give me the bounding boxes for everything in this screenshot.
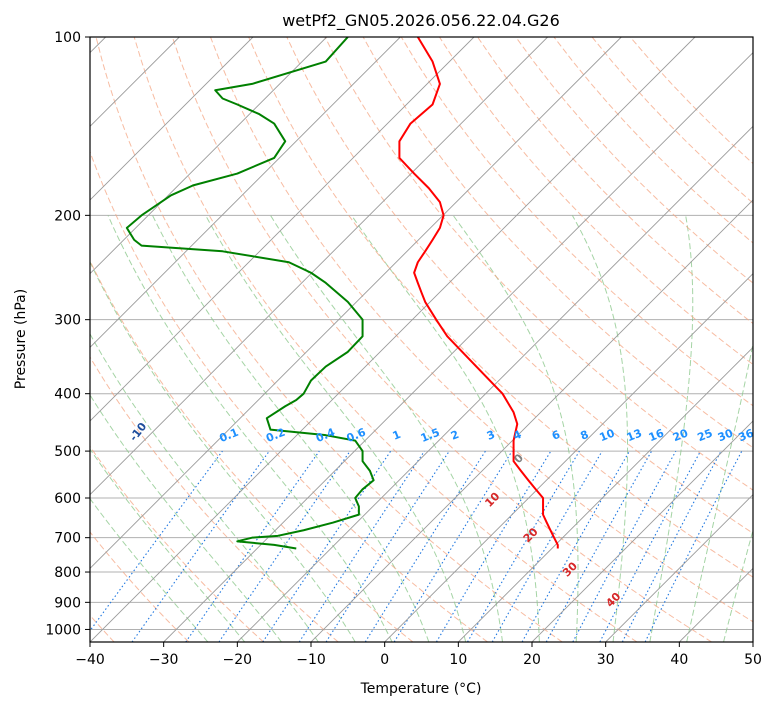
x-tick-label: 30 xyxy=(597,652,615,668)
x-tick-label: 20 xyxy=(523,652,541,668)
x-tick-label: 40 xyxy=(670,652,688,668)
y-tick-label: 500 xyxy=(54,444,81,460)
y-tick-label: 100 xyxy=(54,30,81,46)
x-tick-label: −30 xyxy=(149,652,179,668)
x-tick-label: 0 xyxy=(380,652,389,668)
y-tick-label: 600 xyxy=(54,491,81,507)
y-tick-label: 700 xyxy=(54,531,81,547)
chart-title: wetPf2_GN05.2026.056.22.04.G26 xyxy=(282,11,560,31)
x-tick-label: −10 xyxy=(296,652,326,668)
x-axis-label: Temperature (°C) xyxy=(360,681,482,697)
x-tick-label: −20 xyxy=(223,652,253,668)
x-tick-label: −40 xyxy=(75,652,105,668)
y-tick-label: 200 xyxy=(54,208,81,224)
y-tick-label: 400 xyxy=(54,387,81,403)
y-tick-label: 1000 xyxy=(45,622,81,638)
y-axis-label: Pressure (hPa) xyxy=(13,289,29,389)
y-tick-label: 300 xyxy=(54,313,81,329)
y-tick-label: 800 xyxy=(54,565,81,581)
y-tick-label: 900 xyxy=(54,595,81,611)
plot-background xyxy=(90,37,753,642)
x-tick-label: 50 xyxy=(744,652,762,668)
x-tick-label: 10 xyxy=(449,652,467,668)
